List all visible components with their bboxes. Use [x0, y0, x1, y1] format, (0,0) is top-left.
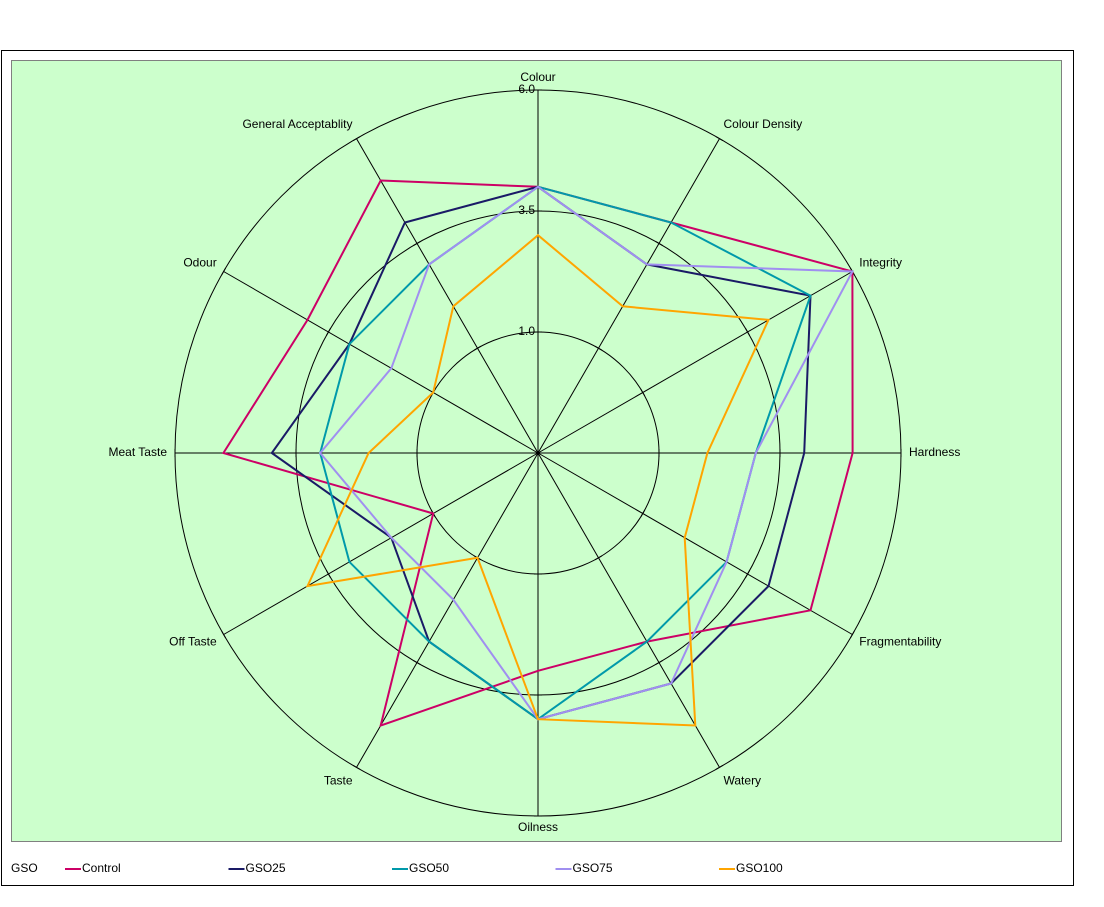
- axis-spoke: [223, 452, 539, 635]
- tick-mark: [325, 570, 331, 578]
- tick-mark: [413, 660, 421, 666]
- tick-label: 6.0: [518, 82, 535, 96]
- legend-label: GSO50: [409, 861, 449, 875]
- tick-label: 1.0: [518, 324, 535, 338]
- tick-mark: [745, 328, 751, 336]
- tick-mark: [594, 345, 603, 351]
- axis-spoke: [537, 271, 853, 454]
- category-label: General Acceptablity: [242, 117, 352, 131]
- tick-mark: [221, 267, 227, 276]
- tick-mark: [640, 388, 646, 397]
- tick-mark: [413, 240, 421, 246]
- legend-title: GSO: [11, 861, 38, 875]
- tick-mark: [325, 328, 331, 336]
- axis-spoke: [537, 452, 853, 635]
- tick-mark: [594, 555, 603, 561]
- tick-mark: [352, 764, 361, 770]
- category-label: Meat Taste: [109, 445, 168, 459]
- tick-mark: [715, 764, 724, 770]
- category-label: Off Taste: [169, 635, 217, 649]
- tick-mark: [745, 570, 751, 578]
- tick-mark: [221, 630, 227, 639]
- category-label: Integrity: [859, 256, 902, 270]
- tick-mark: [715, 136, 724, 142]
- tick-mark: [655, 660, 663, 666]
- tick-mark: [655, 240, 663, 246]
- tick-mark: [352, 136, 361, 142]
- category-label: Oilness: [518, 820, 558, 834]
- legend-label: GSO25: [246, 861, 286, 875]
- category-label: Watery: [724, 773, 762, 787]
- category-label: Colour: [520, 70, 555, 84]
- axis-spoke: [537, 138, 720, 454]
- tick-mark: [849, 630, 855, 639]
- category-label: Odour: [183, 256, 216, 270]
- legend-label: GSO100: [736, 861, 783, 875]
- tick-label: 3.5: [518, 203, 535, 217]
- tick-mark: [640, 509, 646, 518]
- category-label: Hardness: [909, 445, 960, 459]
- category-label: Colour Density: [724, 117, 803, 131]
- category-label: Fragmentability: [859, 635, 941, 649]
- legend-label: Control: [82, 861, 121, 875]
- axis-spoke: [223, 271, 539, 454]
- legend-label: GSO75: [573, 861, 613, 875]
- category-label: Taste: [324, 773, 353, 787]
- axis-spoke: [537, 452, 720, 768]
- series-line: [305, 233, 770, 727]
- axis-spoke: [356, 138, 539, 454]
- axis-spoke: [356, 452, 539, 768]
- tick-mark: [473, 345, 482, 351]
